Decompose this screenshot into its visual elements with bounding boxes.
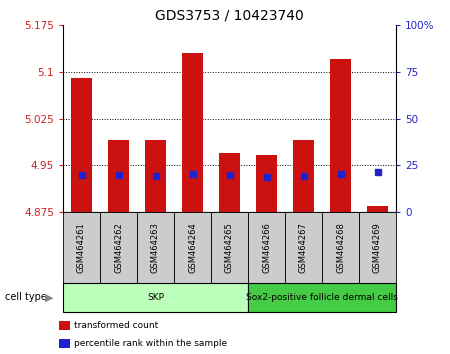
Text: GSM464265: GSM464265: [225, 222, 234, 273]
Bar: [211, 212, 248, 283]
Bar: [100, 212, 137, 283]
Text: GSM464264: GSM464264: [188, 222, 197, 273]
Bar: [285, 212, 322, 283]
Text: ▶: ▶: [45, 292, 54, 302]
Bar: [63, 283, 248, 312]
Bar: [219, 153, 240, 212]
Bar: [248, 212, 285, 283]
Text: GSM464269: GSM464269: [373, 222, 382, 273]
Text: GSM464263: GSM464263: [151, 222, 160, 273]
Bar: [322, 212, 359, 283]
Bar: [145, 141, 166, 212]
Text: GSM464267: GSM464267: [299, 222, 308, 273]
Text: cell type: cell type: [4, 292, 46, 302]
Bar: [293, 141, 314, 212]
Title: GDS3753 / 10423740: GDS3753 / 10423740: [155, 8, 304, 22]
Bar: [248, 283, 396, 312]
Text: GSM464268: GSM464268: [336, 222, 345, 273]
Bar: [182, 53, 202, 212]
Bar: [359, 212, 396, 283]
Bar: [108, 141, 129, 212]
Text: percentile rank within the sample: percentile rank within the sample: [74, 339, 227, 348]
Text: GSM464262: GSM464262: [114, 222, 123, 273]
Text: SKP: SKP: [147, 293, 164, 302]
Text: GSM464261: GSM464261: [77, 222, 86, 273]
Bar: [174, 212, 211, 283]
Text: transformed count: transformed count: [74, 321, 158, 330]
Bar: [330, 59, 351, 212]
Bar: [137, 212, 174, 283]
Bar: [71, 78, 92, 212]
Text: GSM464266: GSM464266: [262, 222, 271, 273]
Bar: [367, 206, 388, 212]
Bar: [63, 212, 100, 283]
Text: Sox2-positive follicle dermal cells: Sox2-positive follicle dermal cells: [246, 293, 398, 302]
Bar: [256, 155, 277, 212]
